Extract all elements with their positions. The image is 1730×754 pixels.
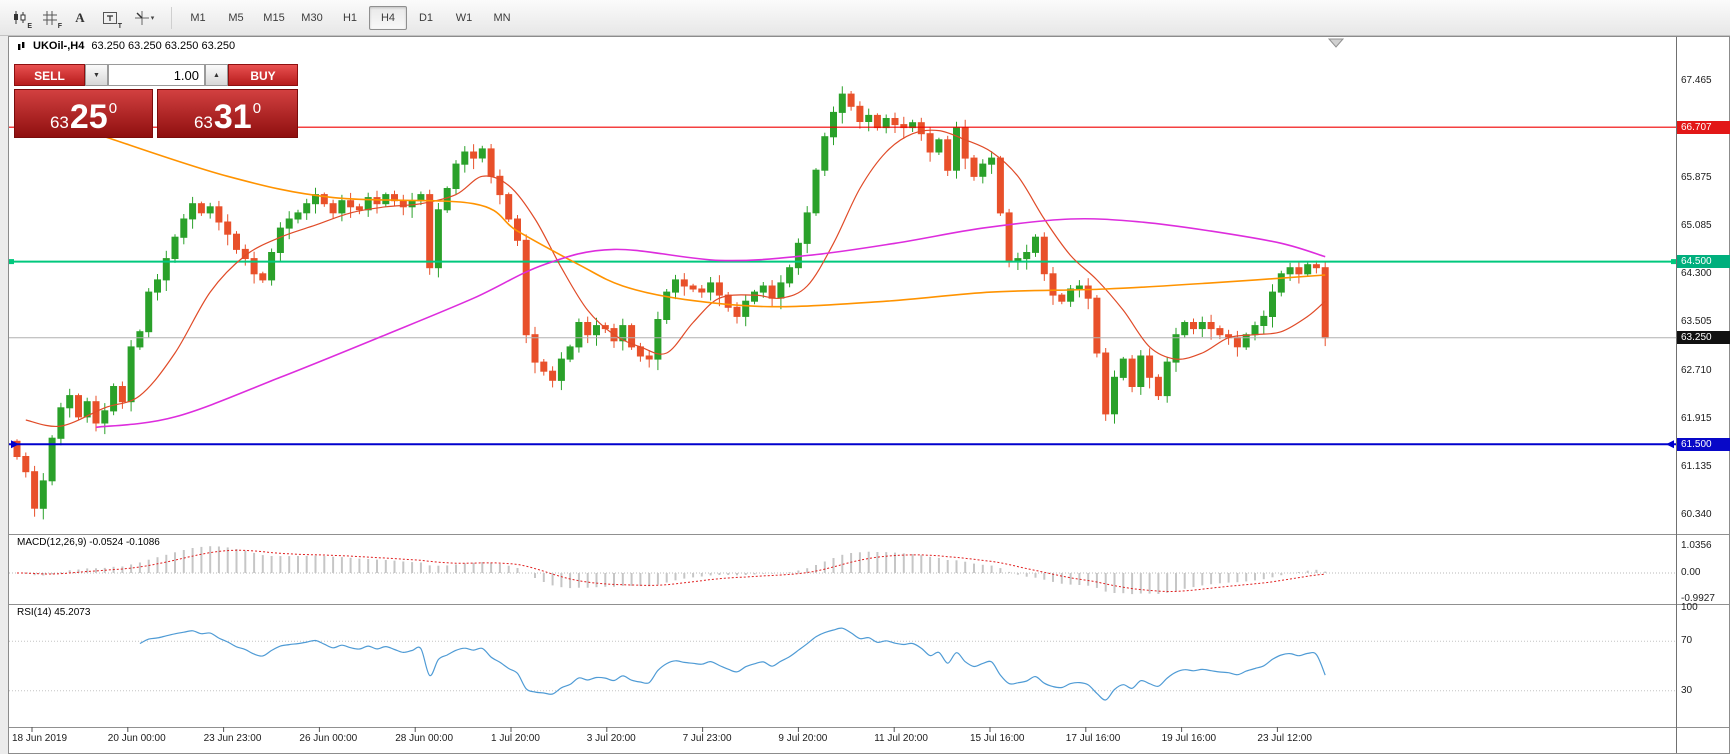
- price-badge: 61.500: [1677, 437, 1730, 451]
- timeframe-button-d1[interactable]: D1: [418, 11, 434, 24]
- time-scale[interactable]: 18 Jun 2019 20 Jun 00:00 23 Jun 23:00 26 Ju…: [9, 727, 1730, 753]
- time-axis-label: 20 Jun 00:00: [107, 733, 166, 744]
- price-badge: 63.250: [1677, 331, 1730, 345]
- volume-input[interactable]: [108, 64, 205, 86]
- price-scale[interactable]: 67.465 65.875 65.085 64.300 63.505 62.710 61.9…: [1677, 37, 1730, 727]
- time-axis-label: 7 Jul 23:00: [682, 733, 732, 744]
- time-axis-label: 9 Jul 20:00: [778, 733, 828, 744]
- axis-label: 100: [1681, 602, 1698, 613]
- axis-label: 64.300: [1681, 267, 1712, 279]
- font-icon[interactable]: A: [66, 5, 94, 31]
- axis-label: 63.505: [1681, 316, 1712, 328]
- timeframe-toolbar: M1 M5 M15 M30 H1 H4 D1 W1 MN: [179, 5, 521, 30]
- time-axis-label: 3 Jul 20:00: [586, 733, 636, 744]
- timeframe-button-m1[interactable]: M1: [190, 11, 206, 24]
- volume-up-button[interactable]: ▲: [205, 64, 228, 86]
- sell-button[interactable]: SELL: [14, 64, 85, 86]
- timeframe-button-m15[interactable]: M15: [263, 11, 285, 24]
- bid-price-small: 63: [49, 113, 69, 132]
- axis-label: 67.465: [1681, 75, 1712, 86]
- time-axis-label: 15 Jul 16:00: [970, 733, 1025, 744]
- icon-letter: T: [117, 22, 122, 30]
- axis-label: -0.9927: [1681, 592, 1715, 604]
- axis-label: 60.340: [1681, 508, 1712, 520]
- axis-label: 65.085: [1681, 219, 1712, 231]
- ohlc-values: 63.250 63.250 63.250 63.250: [91, 40, 236, 52]
- grid-icon[interactable]: F: [36, 5, 64, 31]
- axis-label: 65.875: [1681, 171, 1712, 183]
- icon-letter: E: [27, 22, 32, 30]
- axis-label: 61.135: [1681, 460, 1712, 472]
- chart-window-icon: [17, 41, 26, 51]
- axis-label: 30: [1681, 684, 1693, 696]
- time-axis-label: 11 Jul 20:00: [874, 733, 928, 744]
- ask-price-big: 31: [213, 98, 252, 136]
- timeframe-button-h1[interactable]: H1: [342, 11, 358, 24]
- ask-price-sup: 0: [252, 100, 262, 117]
- axis-label: 1.0356: [1681, 540, 1712, 552]
- toolbar-icon-group: E F A T ▾: [0, 5, 164, 31]
- symbol-label: UKOil-,H4: [33, 40, 85, 52]
- icon-letter: F: [57, 22, 62, 30]
- bid-price-sup: 0: [108, 100, 118, 117]
- timeframe-button-mn[interactable]: MN: [493, 11, 511, 24]
- macd-indicator-label: MACD(12,26,9) -0.0524 -0.1086: [17, 537, 160, 548]
- chart-candles-icon[interactable]: E: [6, 5, 34, 31]
- chart-canvas[interactable]: [9, 37, 1729, 753]
- time-axis-label: 19 Jul 16:00: [1161, 733, 1217, 744]
- ask-price-small: 63: [193, 113, 213, 132]
- time-axis-label: 23 Jul 12:00: [1257, 733, 1312, 744]
- chart-title: UKOil-,H4 63.250 63.250 63.250 63.250: [17, 40, 235, 52]
- timeframe-button-h4[interactable]: H4: [369, 5, 407, 30]
- time-axis-label: 1 Jul 20:00: [491, 733, 540, 744]
- time-axis-label: 17 Jul 16:00: [1065, 733, 1121, 744]
- cursor-mode-icon[interactable]: ▾: [126, 5, 162, 31]
- price-badge: 64.500: [1677, 255, 1730, 269]
- price-badge: 66.707: [1677, 120, 1730, 134]
- toolbar-separator: [171, 6, 172, 29]
- time-axis-label: 18 Jun 2019: [12, 733, 68, 744]
- time-axis-label: 28 Jun 00:00: [395, 733, 454, 744]
- icon-letter: A: [75, 9, 85, 25]
- axis-label: 61.915: [1681, 413, 1712, 425]
- timeframe-button-m30[interactable]: M30: [301, 11, 323, 24]
- ask-price-box[interactable]: 63 31 0: [157, 89, 298, 138]
- one-click-trading-panel: SELL ▼ ▲ BUY 63 25 0 63 31 0: [14, 64, 304, 142]
- textbox-icon[interactable]: T: [96, 5, 124, 31]
- axis-label: 0.00: [1681, 567, 1701, 578]
- axis-label: 70: [1681, 635, 1693, 647]
- top-toolbar: E F A T ▾ M1 M5 M15 M30 H1 H4 D1 W1 MN: [0, 0, 1730, 36]
- bid-price-big: 25: [69, 98, 108, 136]
- timeframe-button-w1[interactable]: W1: [455, 11, 473, 24]
- chart-shift-marker: [1327, 38, 1345, 48]
- chart-window: UKOil-,H4 63.250 63.250 63.250 63.250 SE…: [8, 36, 1730, 754]
- volume-dropdown-button[interactable]: ▼: [85, 64, 108, 86]
- bid-price-box[interactable]: 63 25 0: [14, 89, 153, 138]
- rsi-indicator-label: RSI(14) 45.2073: [17, 607, 91, 618]
- chevron-down-icon: ▾: [150, 14, 155, 22]
- buy-button[interactable]: BUY: [228, 64, 298, 86]
- axis-label: 62.710: [1681, 364, 1712, 376]
- time-axis-label: 23 Jun 23:00: [203, 733, 262, 744]
- time-axis-label: 26 Jun 00:00: [299, 733, 358, 744]
- timeframe-button-m5[interactable]: M5: [228, 11, 244, 24]
